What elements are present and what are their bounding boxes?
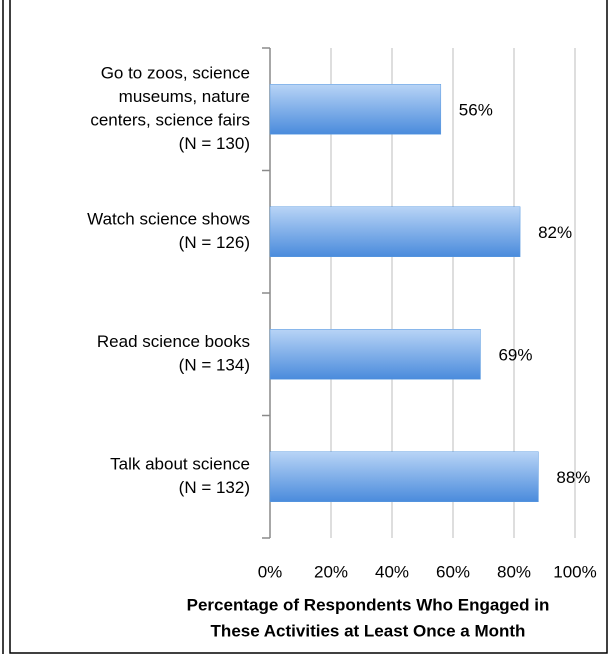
category-label: Talk about science (110, 454, 250, 473)
category-label: museums, nature (119, 87, 250, 106)
category-label: centers, science fairs (90, 110, 250, 129)
value-label: 82% (538, 223, 572, 242)
bar (269, 451, 539, 502)
category-label: Watch science shows (87, 209, 250, 228)
category-label: Read science books (97, 332, 250, 351)
x-axis-title: Percentage of Respondents Who Engaged in (187, 595, 550, 614)
value-label: 88% (556, 468, 590, 487)
x-tick-label: 20% (314, 562, 348, 581)
x-tick-label: 80% (497, 562, 531, 581)
category-label: (N = 130) (179, 134, 250, 153)
x-tick-label: 100% (553, 562, 596, 581)
x-axis-title: These Activities at Least Once a Month (211, 621, 526, 640)
category-label: (N = 126) (179, 233, 250, 252)
x-tick-label: 0% (258, 562, 283, 581)
bar (269, 84, 442, 135)
value-label: 69% (498, 346, 532, 365)
x-tick-label: 60% (436, 562, 470, 581)
x-tick-label: 40% (375, 562, 409, 581)
frame (9, 0, 608, 654)
category-label: (N = 132) (179, 478, 250, 497)
bar (269, 329, 481, 380)
category-label: (N = 134) (179, 355, 250, 374)
category-label: Go to zoos, science (101, 63, 250, 82)
bar (269, 206, 521, 257)
value-label: 56% (459, 101, 493, 120)
